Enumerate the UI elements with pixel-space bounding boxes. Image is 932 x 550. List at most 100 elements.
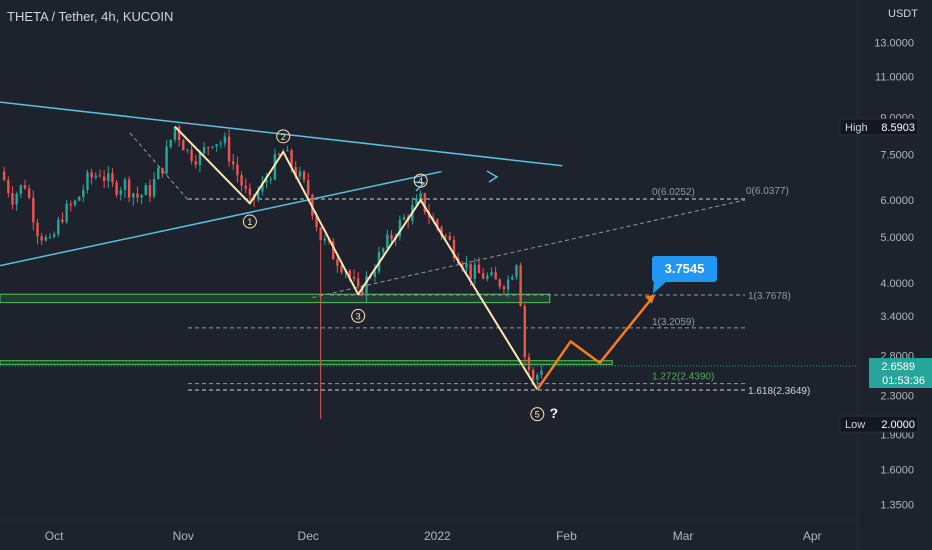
candle-body [148,185,152,197]
last-price-value: 2.6589 [881,361,915,373]
candle-body [215,144,218,147]
candle-body [140,195,143,198]
elliott-wave-path[interactable] [174,125,539,391]
candle-body [65,203,68,222]
candle-body [273,154,277,180]
chart-title: THETA / Tether, 4h, KUCOIN [7,9,174,24]
candle-body [202,147,206,153]
candle-body [152,179,156,197]
candlestick-series[interactable] [2,124,543,387]
wave-label-3: 3 [356,311,361,321]
trendline-2[interactable] [0,170,442,267]
y-tick-label-10: 2.3000 [880,391,914,403]
candle-body [165,146,168,174]
fib-diagonal-line[interactable] [312,199,746,299]
candle-body [481,273,485,279]
candle-body [498,279,502,287]
candle-body [402,217,406,220]
x-tick-label-1: Oct [45,529,64,543]
x-tick-label-3: Dec [298,529,319,543]
candle-body [494,272,497,280]
currency-label[interactable]: USDT [888,8,918,20]
support-zone-1[interactable] [0,293,551,304]
candle-body [177,126,181,141]
candle-body [431,217,435,220]
candle-body [511,277,514,280]
x-tick-label-5: Feb [556,529,577,543]
y-tick-label-2: 11.0000 [875,71,914,83]
candle-body [173,126,177,140]
fib-label-3: 1(3.7678) [748,291,791,302]
candle-body [302,171,306,181]
y-tick-label-1: 13.0000 [874,37,914,49]
candle-body [211,146,214,148]
candle-body [261,182,264,192]
high-badge-label: High [845,122,868,134]
x-tick-label-2: Nov [173,529,194,543]
candle-body [373,271,377,277]
candle-body [469,263,472,280]
support-zone-2[interactable] [0,360,613,366]
high-badge[interactable] [839,118,919,136]
y-tick-label-8: 3.4000 [880,311,914,323]
y-tick-label-7: 4.0000 [880,278,914,290]
candle-body [73,200,77,206]
fib-label-5: 1.272(2.4390) [652,372,714,383]
candle-body [2,171,6,181]
candle-body [473,264,477,280]
y-tick-label-5: 6.0000 [880,195,914,207]
candle-body [423,193,427,212]
y-tick-label-13: 1.3500 [880,499,914,511]
candle-body [294,167,297,177]
candle-body [257,191,260,200]
candle-body [182,140,185,151]
wave-label-1: 1 [247,217,252,227]
candle-body [490,272,493,276]
candle-body [332,241,335,260]
trendline-1[interactable] [0,101,563,167]
candle-body [398,219,402,237]
candle-body [198,152,202,165]
trendline-arrowhead-1 [486,170,499,183]
candle-body [248,188,252,195]
candle-body [161,167,164,174]
x-tick-label-6: Mar [673,529,694,543]
projection-path[interactable] [536,294,655,391]
candle-body [336,259,339,266]
candle-body [436,219,439,228]
fib-label-2: 0(6.0377) [746,186,789,197]
fib-trend-line[interactable] [129,132,189,201]
projection-arrowhead [644,294,655,304]
candle-body [136,193,139,198]
candle-body [340,265,343,273]
candle-body [265,179,268,183]
candle-body [219,143,222,145]
candle-body [127,179,131,198]
candle-body [98,175,102,177]
target-callout[interactable] [652,256,717,282]
candle-body [269,179,272,181]
candle-body [415,198,418,205]
candle-body [536,375,539,380]
last-price-countdown: 01:53:36 [882,375,925,387]
low-badge[interactable] [839,415,919,433]
candle-body [57,219,60,235]
candle-body [540,370,543,376]
fib-label-4: 1(3.2059) [652,317,695,328]
wave-label-4: 4 [418,176,423,186]
candle-body [452,239,456,258]
x-tick-label-7: Apr [803,529,822,543]
candle-body [119,190,122,195]
candle-body [515,265,518,278]
high-badge-value: 8.5903 [881,122,915,134]
wave-label-circle-4 [413,173,428,188]
last-price-badge[interactable] [869,358,932,389]
candle-body [523,305,526,358]
candle-body [236,164,239,176]
candle-body [240,175,243,186]
candle-body [194,160,197,165]
candle-body [352,276,356,279]
candle-body [315,215,318,228]
candle-body [69,203,73,206]
